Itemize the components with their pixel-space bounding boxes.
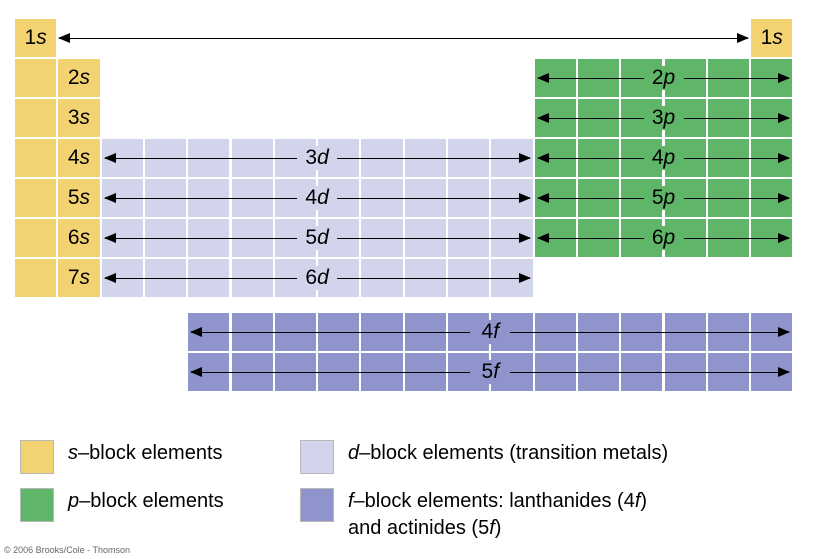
legend-item: p–block elements <box>20 488 240 522</box>
s-block-cell <box>14 138 57 178</box>
legend-label: d–block elements (transition metals) <box>348 440 668 467</box>
d-span-arrow <box>105 158 530 159</box>
legend-label: f–block elements: lanthanides (4f)and ac… <box>348 488 647 542</box>
s-block-cell <box>750 18 793 58</box>
s-block-cell <box>57 98 100 138</box>
top-span-arrow <box>59 38 748 39</box>
legend-item: f–block elements: lanthanides (4f)and ac… <box>300 488 647 542</box>
legend-item: d–block elements (transition metals) <box>300 440 668 474</box>
p-span-arrow <box>538 238 790 239</box>
s-block-cell <box>14 178 57 218</box>
p-span-arrow <box>538 198 790 199</box>
legend-swatch <box>300 488 334 522</box>
d-span-arrow <box>105 278 530 279</box>
legend-swatch <box>300 440 334 474</box>
f-span-arrow <box>191 332 789 333</box>
s-block-cell <box>57 58 100 98</box>
d-span-arrow <box>105 238 530 239</box>
s-block-cell <box>14 18 57 58</box>
s-block-cell <box>14 98 57 138</box>
p-span-arrow <box>538 78 790 79</box>
d-span-arrow <box>105 198 530 199</box>
s-block-cell <box>14 218 57 258</box>
p-span-arrow <box>538 158 790 159</box>
s-block-cell <box>57 138 100 178</box>
legend-swatch <box>20 488 54 522</box>
legend-label: s–block elements <box>68 440 223 467</box>
legend-label: p–block elements <box>68 488 224 515</box>
p-span-arrow <box>538 118 790 119</box>
legend-item: s–block elements <box>20 440 240 474</box>
legend: s–block elements d–block elements (transi… <box>20 440 800 556</box>
legend-swatch <box>20 440 54 474</box>
f-span-arrow <box>191 372 789 373</box>
s-block-cell <box>14 58 57 98</box>
s-block-cell <box>57 218 100 258</box>
s-block-cell <box>57 178 100 218</box>
s-block-cell <box>57 258 100 298</box>
copyright-text: © 2006 Brooks/Cole - Thomson <box>4 545 130 555</box>
periodic-blocks-diagram: 1s2s3s4s5s6s7s1s2p3p4p5p6p3d4d5d6d4f5fs–… <box>0 0 826 559</box>
s-block-cell <box>14 258 57 298</box>
